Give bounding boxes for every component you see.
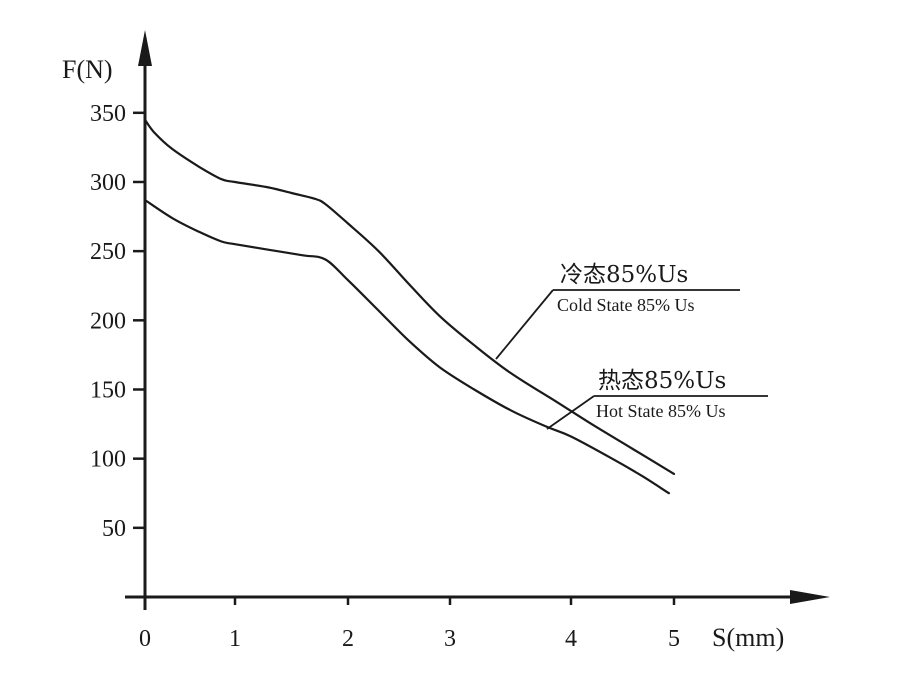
series-line-hot-state xyxy=(143,198,670,495)
x-tick-label: 4 xyxy=(565,626,577,652)
axes xyxy=(125,30,830,610)
annotation-hot-state: 热态85%Us Hot State 85% Us xyxy=(546,368,768,430)
y-axis-title: F(N) xyxy=(62,55,113,84)
x-tick-label: 1 xyxy=(229,626,241,652)
x-tick-label: 0 xyxy=(139,626,151,652)
x-tick-label: 2 xyxy=(342,626,354,652)
y-tick-label: 50 xyxy=(102,516,126,542)
x-tick-label: 3 xyxy=(444,626,456,652)
x-ticks: 0 1 2 3 4 5 xyxy=(139,597,680,652)
x-tick-label: 5 xyxy=(668,626,680,652)
y-axis-arrow xyxy=(138,30,152,66)
series-layer xyxy=(143,118,676,495)
y-tick-label: 250 xyxy=(90,239,126,265)
annotation-cold-state: 冷态85%Us Cold State 85% Us xyxy=(495,262,740,360)
y-tick-label: 200 xyxy=(90,308,126,334)
x-axis-arrow xyxy=(790,590,830,604)
y-tick-label: 350 xyxy=(90,101,126,127)
annotation-hot-label-zh: 热态85%Us xyxy=(598,368,726,394)
x-axis-title: S(mm) xyxy=(712,623,784,652)
y-tick-label: 300 xyxy=(90,170,126,196)
series-line-cold-state xyxy=(143,118,676,475)
annotation-cold-label-zh: 冷态85%Us xyxy=(560,262,688,288)
y-tick-label: 150 xyxy=(90,377,126,403)
y-tick-label: 100 xyxy=(90,447,126,473)
annotation-cold-leader xyxy=(495,289,554,360)
annotation-cold-label-en: Cold State 85% Us xyxy=(557,295,695,315)
y-ticks: 50 100 150 200 250 300 350 xyxy=(90,101,145,542)
annotation-hot-leader xyxy=(546,395,595,430)
annotation-hot-label-en: Hot State 85% Us xyxy=(596,401,726,421)
